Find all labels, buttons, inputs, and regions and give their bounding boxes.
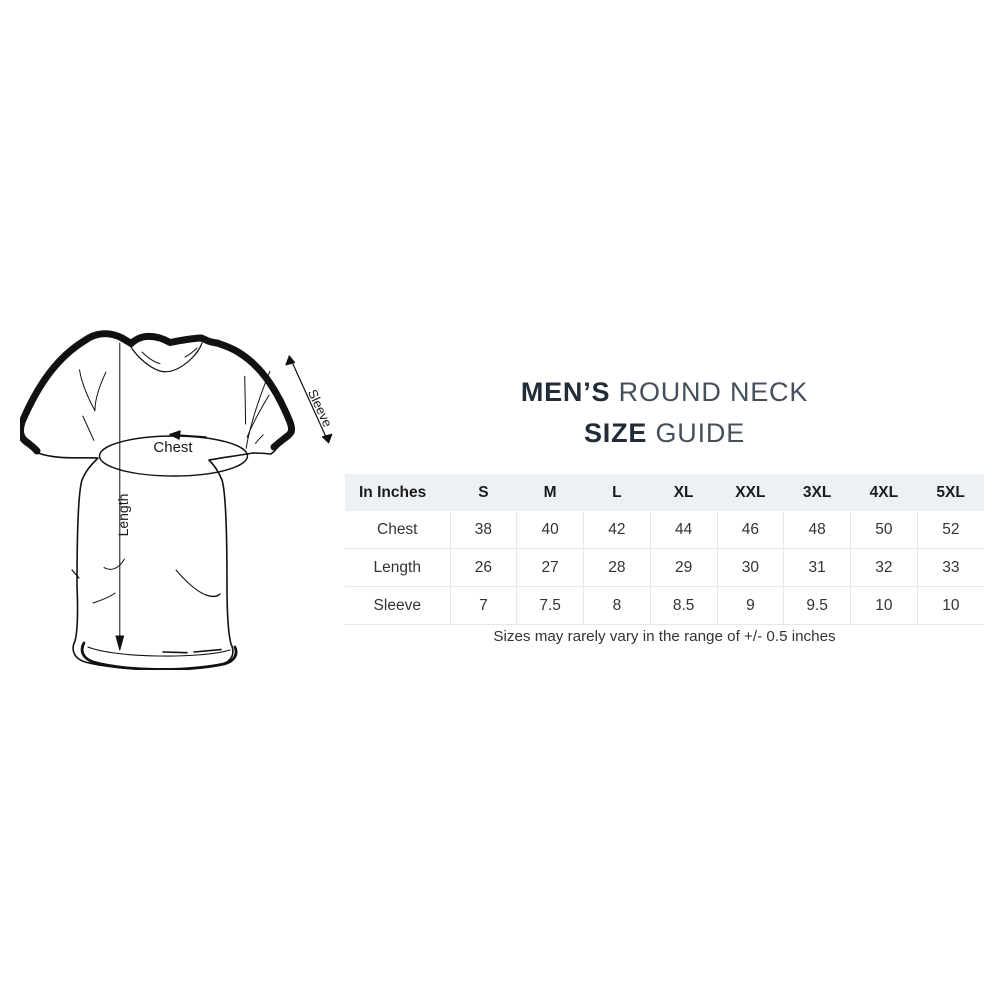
svg-text:Chest: Chest [153, 439, 193, 456]
svg-text:Length: Length [115, 494, 131, 537]
svg-text:Sleeve: Sleeve [305, 387, 335, 429]
